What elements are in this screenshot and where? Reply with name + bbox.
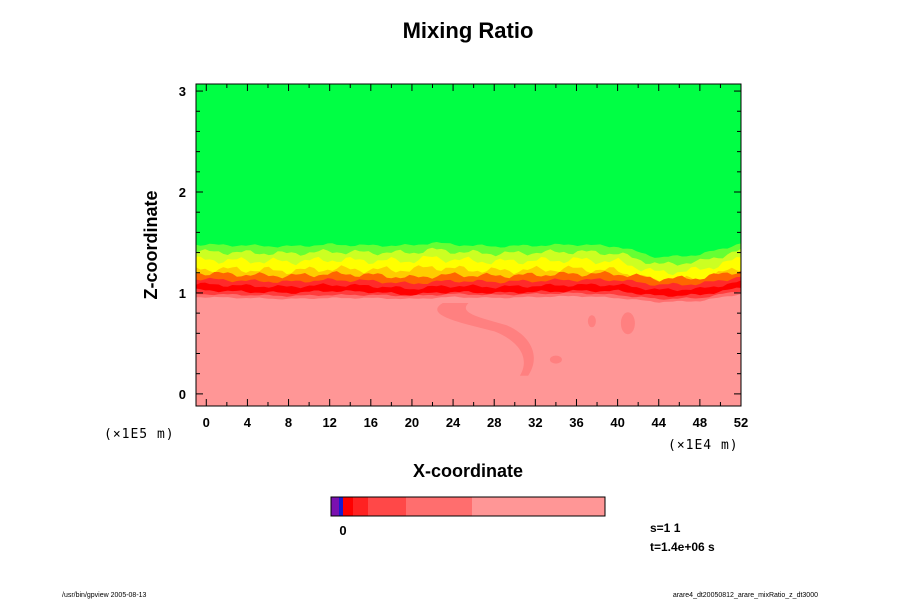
plume-right [620, 312, 635, 335]
colorbar-segment-2 [343, 497, 353, 516]
x-tick-label-1: 4 [244, 415, 252, 430]
x-tick-label-3: 12 [322, 415, 336, 430]
x-tick-label-7: 28 [487, 415, 501, 430]
footer-left: /usr/bin/gpview 2005-08-13 [62, 592, 147, 599]
colorbar-segment-5 [406, 497, 472, 516]
x-tick-label-4: 16 [364, 415, 378, 430]
plot-frame [195, 83, 742, 407]
colorbar-segment-1 [339, 497, 343, 516]
colorbar-frame [330, 496, 606, 517]
info-line-time: t=1.4e+06 s [650, 540, 715, 554]
info-line-step: s=1 1 [650, 521, 681, 535]
x-tick-label-9: 36 [569, 415, 583, 430]
x-tick-labels: 0 4 8 12 16 20 24 28 32 36 40 44 48 52 [203, 415, 749, 430]
x-axis-label: X-coordinate [413, 461, 523, 481]
y-axis-label: Z-coordinate [141, 190, 161, 299]
x-tick-label-6: 24 [446, 415, 461, 430]
colorbar [331, 497, 605, 516]
x-tick-label-5: 20 [405, 415, 419, 430]
x-tick-label-2: 8 [285, 415, 292, 430]
field-lower-light-red [196, 293, 741, 406]
footer-right: arare4_dt20050812_arare_mixRatio_z_dt300… [673, 592, 818, 599]
colorbar-segment-0 [331, 497, 339, 516]
x-tick-label-8: 32 [528, 415, 542, 430]
axis-ticks [196, 84, 742, 406]
x-axis-unit: (×1E4 m) [668, 438, 739, 453]
y-tick-label-0: 0 [179, 387, 186, 402]
x-tick-label-11: 44 [652, 415, 667, 430]
colorbar-segment-3 [353, 497, 368, 516]
chart-title: Mixing Ratio [403, 18, 534, 43]
plume-main [437, 303, 534, 376]
y-tick-label-2: 2 [179, 185, 186, 200]
plot-area [196, 84, 741, 406]
colorbar-segment-6 [472, 497, 605, 516]
colorbar-segment-4 [368, 497, 406, 516]
x-tick-label-10: 40 [610, 415, 624, 430]
x-tick-label-13: 52 [734, 415, 748, 430]
x-tick-label-0: 0 [203, 415, 210, 430]
y-tick-labels: 0 1 2 3 [179, 84, 186, 402]
x-tick-label-12: 48 [693, 415, 707, 430]
y-tick-label-1: 1 [179, 286, 186, 301]
y-tick-label-3: 3 [179, 84, 186, 99]
plume-blob-small [587, 315, 596, 328]
plume-blob [549, 355, 562, 364]
y-axis-unit: (×1E5 m) [104, 427, 175, 442]
colorbar-label-0: 0 [339, 523, 346, 538]
